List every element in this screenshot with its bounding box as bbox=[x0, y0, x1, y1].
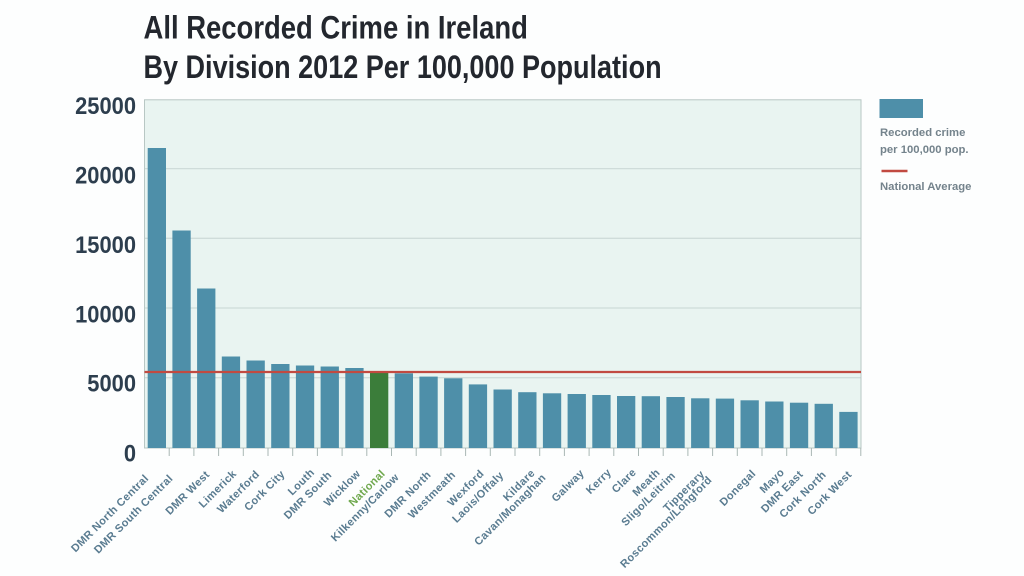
svg-text:5000: 5000 bbox=[87, 370, 136, 397]
svg-text:Recorded crime: Recorded crime bbox=[880, 127, 965, 139]
svg-text:10000: 10000 bbox=[75, 300, 136, 327]
svg-text:National Average: National Average bbox=[880, 181, 971, 193]
svg-text:0: 0 bbox=[124, 439, 136, 466]
svg-text:By Division 2012 Per 100,000 P: By Division 2012 Per 100,000 Population bbox=[144, 50, 662, 86]
svg-text:20000: 20000 bbox=[75, 161, 136, 188]
svg-text:15000: 15000 bbox=[75, 231, 136, 258]
svg-text:Galway: Galway bbox=[550, 467, 588, 505]
svg-text:25000: 25000 bbox=[75, 92, 136, 119]
svg-text:All Recorded Crime in Ireland: All Recorded Crime in Ireland bbox=[144, 11, 528, 47]
svg-text:Kerry: Kerry bbox=[584, 466, 614, 496]
svg-text:Donegal: Donegal bbox=[718, 468, 759, 509]
svg-text:per 100,000 pop.: per 100,000 pop. bbox=[880, 144, 969, 156]
